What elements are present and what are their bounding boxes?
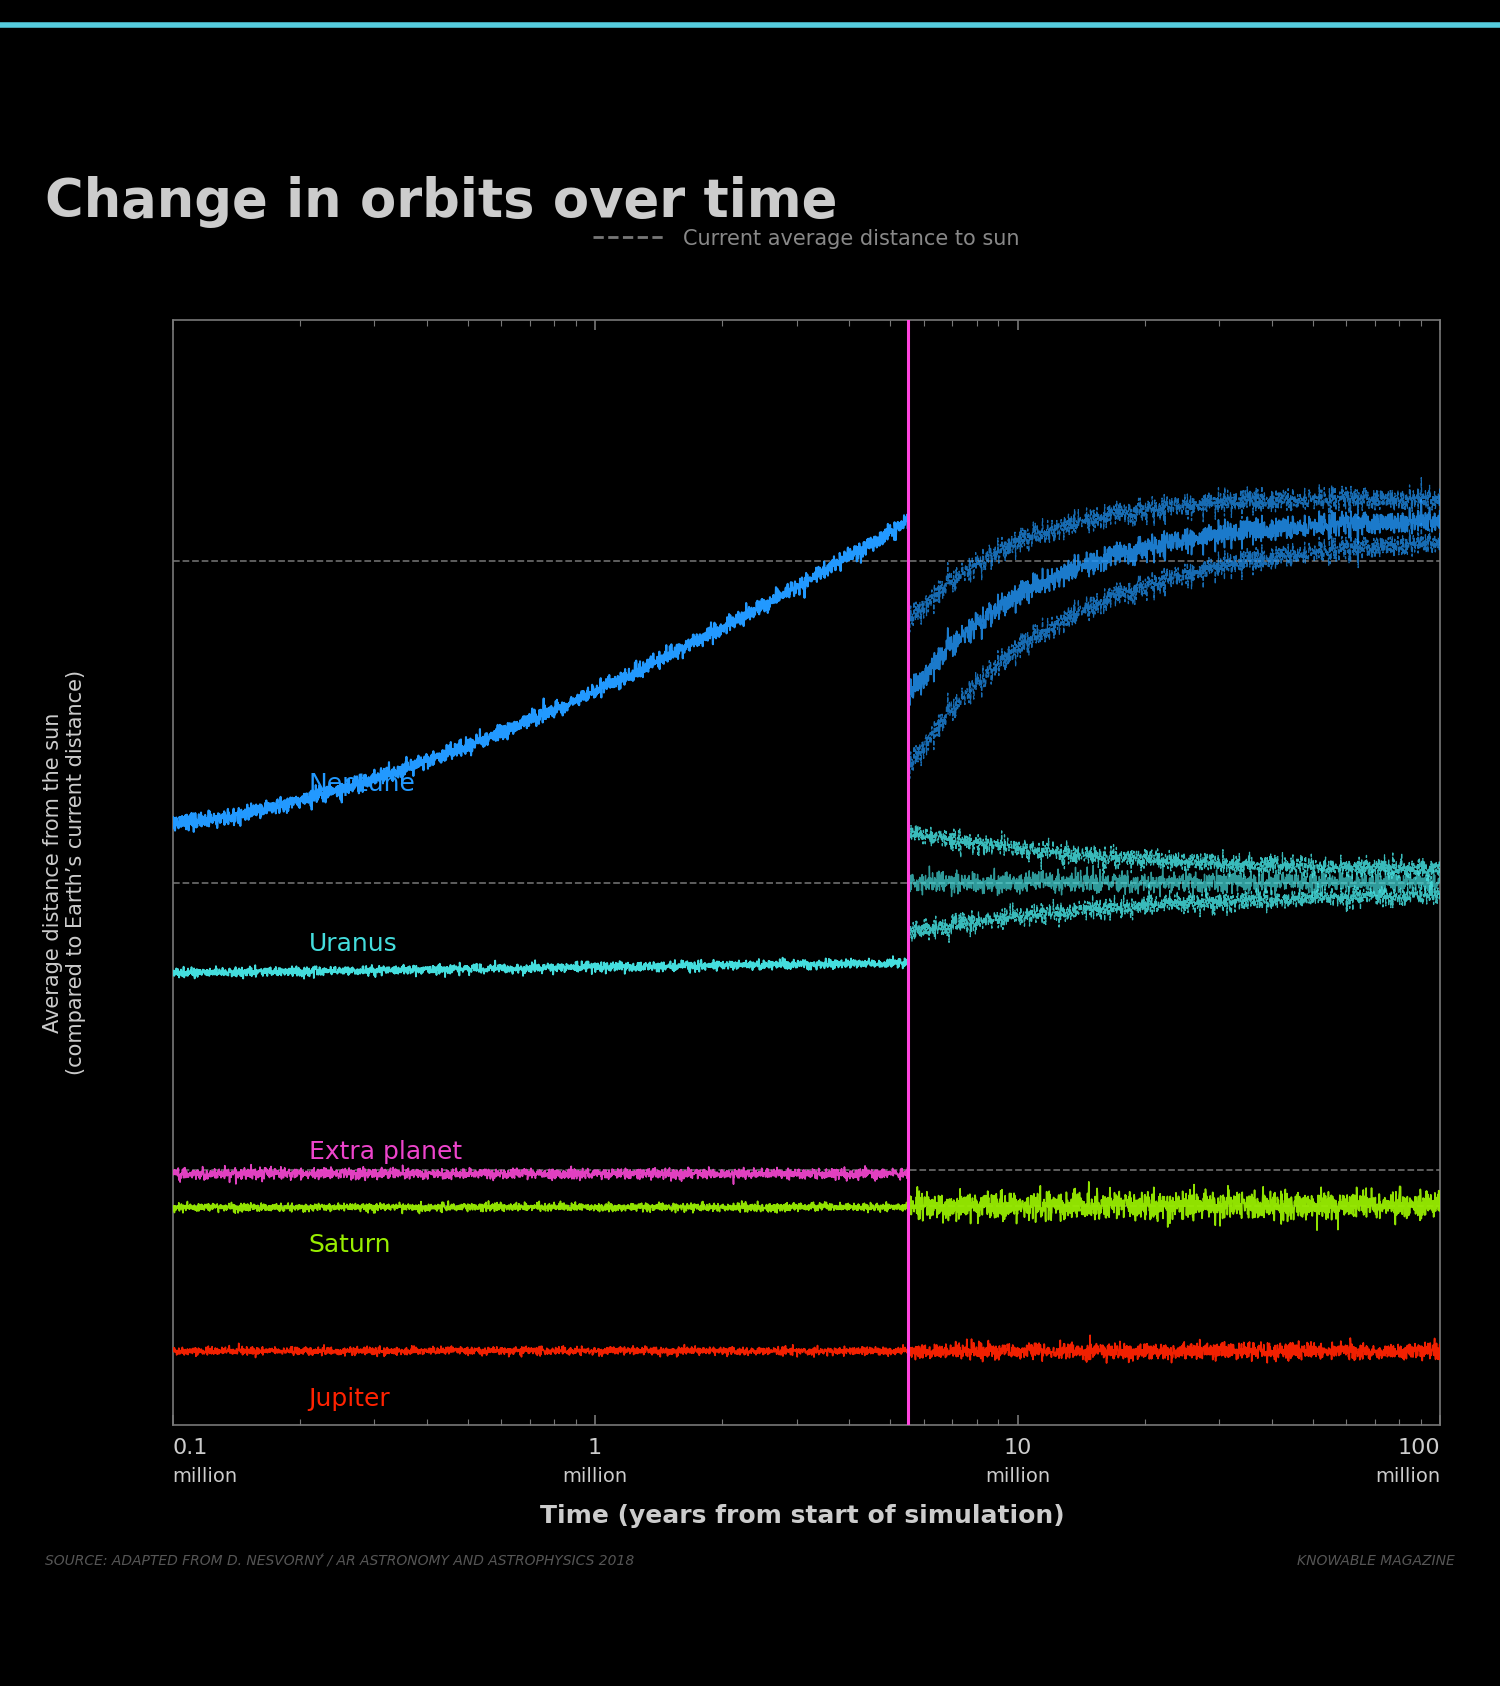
Text: SOURCE: ADAPTED FROM D. NESVORNÝ / AR ASTRONOMY AND ASTROPHYSICS 2018: SOURCE: ADAPTED FROM D. NESVORNÝ / AR A… [45, 1554, 634, 1568]
Legend: Current average distance to sun: Current average distance to sun [585, 221, 1028, 256]
Text: Jupiter: Jupiter [309, 1388, 390, 1411]
Text: 1: 1 [588, 1438, 602, 1458]
Text: million: million [562, 1467, 627, 1485]
Text: Uranus: Uranus [309, 932, 398, 956]
Text: million: million [172, 1467, 237, 1485]
Text: 0.1: 0.1 [172, 1438, 208, 1458]
Text: Extra planet: Extra planet [309, 1140, 462, 1163]
Text: 10: 10 [1004, 1438, 1032, 1458]
Text: Time (years from start of simulation): Time (years from start of simulation) [540, 1504, 1065, 1528]
Text: Change in orbits over time: Change in orbits over time [45, 175, 837, 228]
Text: KNOWABLE MAGAZINE: KNOWABLE MAGAZINE [1298, 1554, 1455, 1568]
Text: Average distance from the sun
(compared to Earth’s current distance): Average distance from the sun (compared … [44, 669, 87, 1076]
Text: million: million [986, 1467, 1050, 1485]
Text: million: million [1376, 1467, 1440, 1485]
Text: Neptune: Neptune [309, 772, 416, 796]
Text: Saturn: Saturn [309, 1234, 392, 1258]
Text: 100: 100 [1398, 1438, 1440, 1458]
